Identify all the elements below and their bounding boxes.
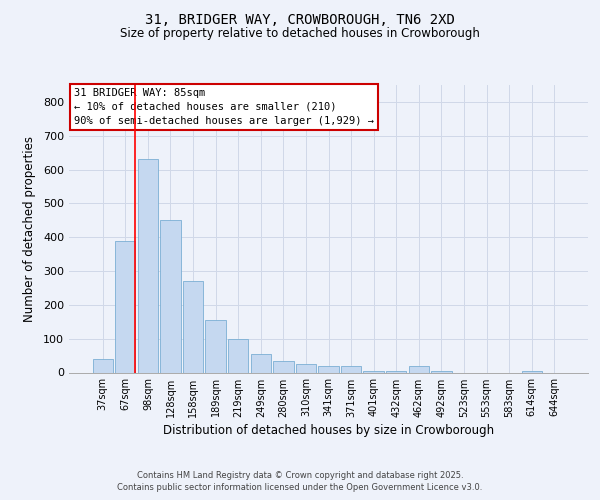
Bar [364, 371, 384, 372]
Bar [319, 366, 338, 372]
Text: 31, BRIDGER WAY, CROWBOROUGH, TN6 2XD: 31, BRIDGER WAY, CROWBOROUGH, TN6 2XD [145, 12, 455, 26]
Bar [431, 371, 452, 372]
X-axis label: Distribution of detached houses by size in Crowborough: Distribution of detached houses by size … [163, 424, 494, 436]
Bar [183, 281, 203, 372]
Bar [386, 371, 406, 372]
Bar [92, 359, 113, 372]
Bar [138, 160, 158, 372]
Y-axis label: Number of detached properties: Number of detached properties [23, 136, 36, 322]
Text: Contains HM Land Registry data © Crown copyright and database right 2025.
Contai: Contains HM Land Registry data © Crown c… [118, 471, 482, 492]
Bar [115, 240, 136, 372]
Bar [409, 366, 429, 372]
Bar [251, 354, 271, 372]
Bar [341, 366, 361, 372]
Text: 31 BRIDGER WAY: 85sqm
← 10% of detached houses are smaller (210)
90% of semi-det: 31 BRIDGER WAY: 85sqm ← 10% of detached … [74, 88, 374, 126]
Bar [296, 364, 316, 372]
Bar [228, 338, 248, 372]
Bar [205, 320, 226, 372]
Bar [521, 371, 542, 372]
Bar [273, 360, 293, 372]
Bar [160, 220, 181, 372]
Text: Size of property relative to detached houses in Crowborough: Size of property relative to detached ho… [120, 28, 480, 40]
